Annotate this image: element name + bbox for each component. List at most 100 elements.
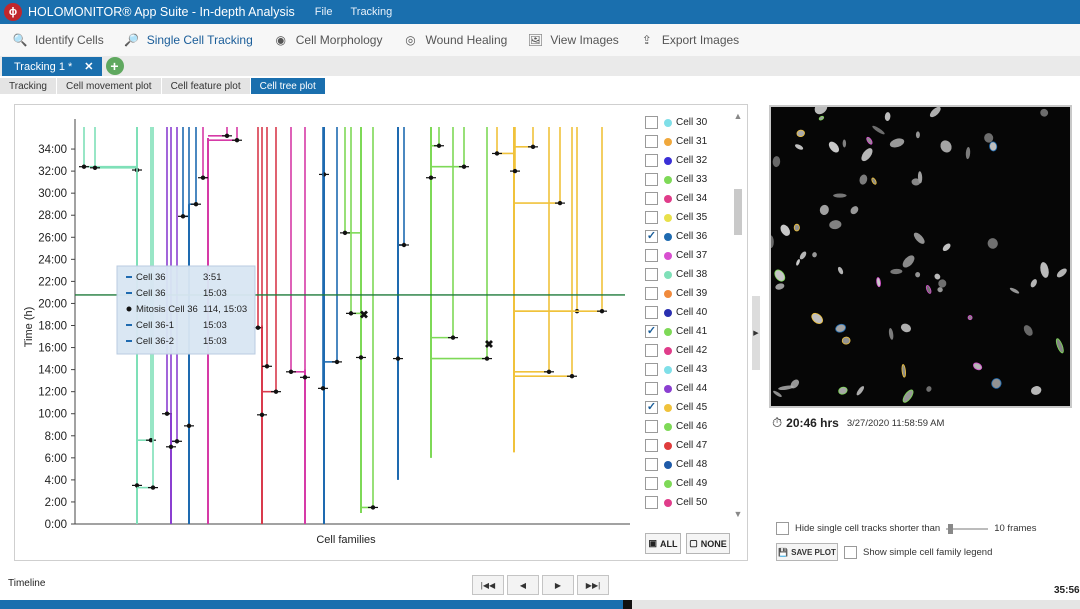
mitosis-point [234,138,240,143]
expand-icon[interactable]: ▷ [641,232,643,241]
mitosis-point [264,364,270,369]
legend-scroll-thumb[interactable] [734,189,742,235]
timeline-scrubber[interactable] [623,600,633,609]
cell-blob [850,206,859,215]
legend-item[interactable]: Cell 32 [641,151,745,170]
legend-item[interactable]: Cell 39 [641,284,745,303]
scroll-up-icon[interactable]: ▲ [733,111,743,121]
legend-checkbox[interactable] [645,306,658,319]
cell-blob [965,147,971,160]
legend-checkbox[interactable] [645,287,658,300]
y-tick-label: 10:00 [38,409,67,421]
mitosis-point [320,386,326,391]
legend-checkbox[interactable] [645,135,658,148]
toolbar-button-single-cell-tracking[interactable]: 🔎 Single Cell Tracking [122,30,253,50]
cell-tree-chart[interactable]: 0:00 2:00 4:00 6:00 8:00 10:00 12:00 14:00 16:00… [15,105,637,560]
expand-icon[interactable]: ▷ [641,441,643,450]
expand-icon[interactable]: ▷ [641,403,643,412]
cell-blob [775,283,785,290]
legend-checkbox[interactable] [645,439,658,452]
legend-item[interactable]: Cell 48 [641,455,745,474]
legend-checkbox[interactable] [645,382,658,395]
legend-label: Cell 47 [676,440,708,451]
legend-checkbox[interactable] [645,116,658,129]
menu-tracking[interactable]: Tracking [350,6,393,18]
legend-item[interactable]: Cell 40 [641,303,745,322]
legend-checkbox[interactable]: ✓ [645,230,658,243]
legend-checkbox[interactable] [645,420,658,433]
legend-item[interactable]: ▷✓ Cell 41 [641,322,745,341]
legend-item[interactable]: Cell 35 [641,208,745,227]
legend-item[interactable]: ▷✓ Cell 36 [641,227,745,246]
tab-tracking-1[interactable]: Tracking 1 * ✕ [2,57,102,76]
subtab-cell-tree-plot[interactable]: Cell tree plot [250,78,325,94]
legend-checkbox[interactable] [645,268,658,281]
legend-item[interactable]: ▷✓ Cell 45 [641,398,745,417]
magnifier-icon: 🔍 [12,33,28,47]
legend-checkbox[interactable] [645,477,658,490]
subtab-cell-feature-plot[interactable]: Cell feature plot [161,78,250,94]
menu-file[interactable]: File [314,6,333,18]
legend-checkbox[interactable] [645,211,658,224]
cell-blob [796,129,805,138]
legend-item[interactable]: Cell 43 [641,360,745,379]
toolbar-button-wound-healing[interactable]: ◎ Wound Healing [400,30,507,50]
legend-checkbox[interactable] [645,496,658,509]
hide-short-tracks-checkbox[interactable] [776,522,789,535]
legend-item[interactable]: Cell 37 [641,246,745,265]
toolbar-button-identify-cells[interactable]: 🔍 Identify Cells [10,30,104,50]
legend-item[interactable]: Cell 34 [641,189,745,208]
document-tab-bar: Tracking 1 * ✕ + [0,56,1080,76]
cell-blob [819,204,829,215]
legend-checkbox[interactable]: ✓ [645,325,658,338]
select-none-button[interactable]: ▢ NONE [686,533,730,554]
select-all-button[interactable]: ▣ ALL [645,533,681,554]
legend-item[interactable]: Cell 49 [641,474,745,493]
cell-blob [900,323,911,333]
min-frames-slider-knob[interactable] [948,523,954,534]
legend-checkbox[interactable] [645,363,658,376]
toolbar-button-view-images[interactable]: 🖼 View Images [525,30,619,50]
legend-item[interactable]: Cell 31 [641,132,745,151]
legend-checkbox[interactable]: ✓ [645,401,658,414]
add-tab-icon[interactable]: + [105,57,124,75]
legend-checkbox[interactable] [645,249,658,262]
collapse-panel-handle[interactable]: ▶ [752,296,760,370]
legend-item[interactable]: Cell 50 [641,493,745,512]
mitosis-point [494,151,500,156]
toolbar-button-export-images[interactable]: ⇪ Export Images [637,30,739,50]
step-forward-button[interactable]: ▶ [542,575,574,595]
scroll-down-icon[interactable]: ▼ [733,509,743,519]
holographic-image-viewer[interactable] [769,105,1072,408]
step-back-button[interactable]: ◀ [507,575,539,595]
skip-to-start-button[interactable]: |◀◀ [472,575,504,595]
min-frames-slider[interactable] [946,523,989,535]
save-plot-button[interactable]: 💾 SAVE PLOT [776,543,838,561]
skip-to-end-button[interactable]: ▶▶| [577,575,609,595]
legend-item[interactable]: Cell 30 [641,113,745,132]
legend-checkbox[interactable] [645,458,658,471]
expand-icon[interactable]: ▷ [641,327,643,336]
toolbar-button-cell-morphology[interactable]: ◉ Cell Morphology [271,30,383,50]
legend-item[interactable]: Cell 42 [641,341,745,360]
legend-item[interactable]: Cell 33 [641,170,745,189]
close-tab-icon[interactable]: ✕ [84,61,94,73]
subtab-tracking[interactable]: Tracking [0,78,56,94]
legend-checkbox[interactable] [645,192,658,205]
cell-blob [890,268,903,275]
legend-item[interactable]: Cell 44 [641,379,745,398]
cell-blob [984,133,994,143]
timeline-track[interactable] [0,600,1080,609]
simple-legend-checkbox[interactable] [844,545,857,559]
legend-item[interactable]: ▷ Cell 47 [641,436,745,455]
legend-color-dot [664,346,672,355]
legend-label: Cell 46 [676,421,708,432]
legend-item[interactable]: Cell 38 [641,265,745,284]
cell-blob [859,174,868,185]
legend-checkbox[interactable] [645,173,658,186]
subtab-cell-movement-plot[interactable]: Cell movement plot [56,78,161,94]
legend-scrollbar[interactable]: ▲ ▼ [731,111,745,521]
legend-checkbox[interactable] [645,344,658,357]
legend-checkbox[interactable] [645,154,658,167]
legend-item[interactable]: Cell 46 [641,417,745,436]
